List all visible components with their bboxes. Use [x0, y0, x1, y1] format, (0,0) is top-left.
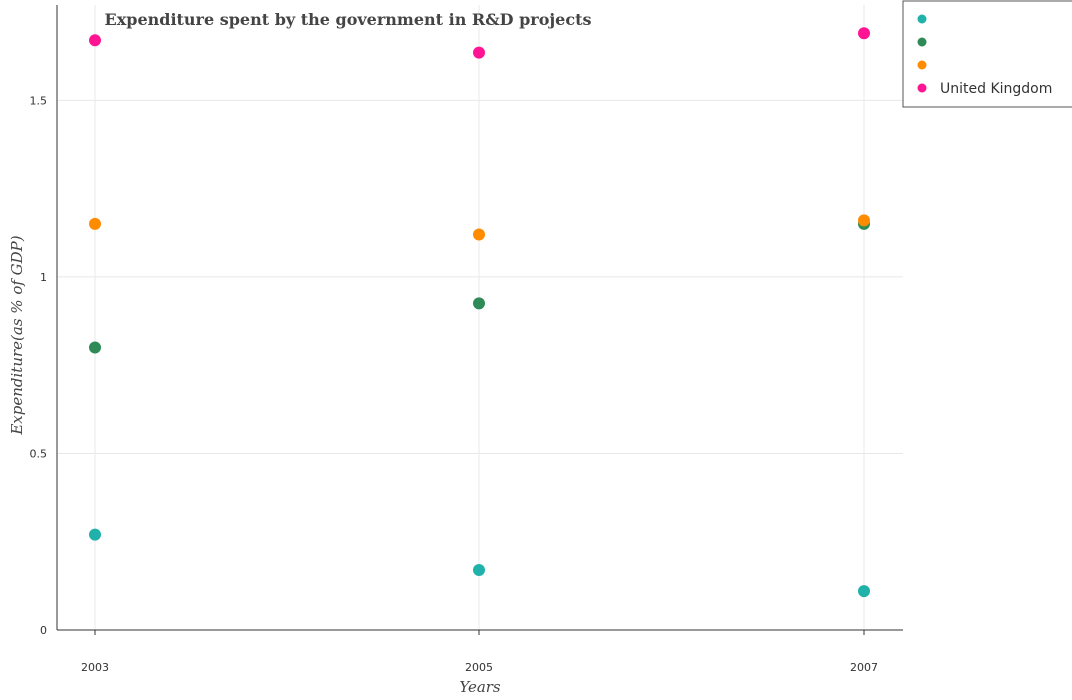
data-point[interactable] [858, 27, 870, 40]
legend-marker[interactable] [917, 14, 927, 24]
data-point[interactable] [473, 297, 485, 310]
chart-title: Expenditure spent by the government in R… [105, 10, 592, 29]
x-tick-label: 2007 [850, 661, 878, 674]
y-tick-label: 1 [40, 271, 47, 284]
legend-marker[interactable] [917, 37, 927, 47]
legend-box [902, 0, 1072, 108]
legend-marker[interactable] [917, 83, 927, 93]
x-axis-label: Years [459, 678, 501, 696]
x-tick-label: 2005 [465, 661, 493, 674]
data-point[interactable] [473, 46, 485, 59]
x-tick-label: 2003 [81, 661, 109, 674]
axes: 0 0.5 1 1.5 2003 2005 2007 [30, 5, 903, 674]
data-point[interactable] [473, 228, 485, 241]
y-tick-label: 1.5 [30, 94, 48, 107]
y-axis-label: Expenditure(as % of GDP) [8, 235, 26, 435]
data-point[interactable] [858, 585, 870, 598]
data-points [89, 27, 870, 598]
legend-marker[interactable] [917, 60, 927, 70]
y-tick-label: 0 [40, 624, 47, 637]
data-point[interactable] [89, 34, 101, 47]
data-point[interactable] [473, 563, 485, 576]
data-point[interactable] [89, 528, 101, 541]
data-point[interactable] [858, 214, 870, 227]
legend-entry-label: United Kingdom [940, 81, 1052, 97]
data-point[interactable] [89, 341, 101, 354]
legend[interactable]: United Kingdom [902, 0, 1072, 108]
y-tick-label: 0.5 [30, 447, 48, 460]
grid [57, 5, 903, 631]
data-point[interactable] [89, 217, 101, 230]
